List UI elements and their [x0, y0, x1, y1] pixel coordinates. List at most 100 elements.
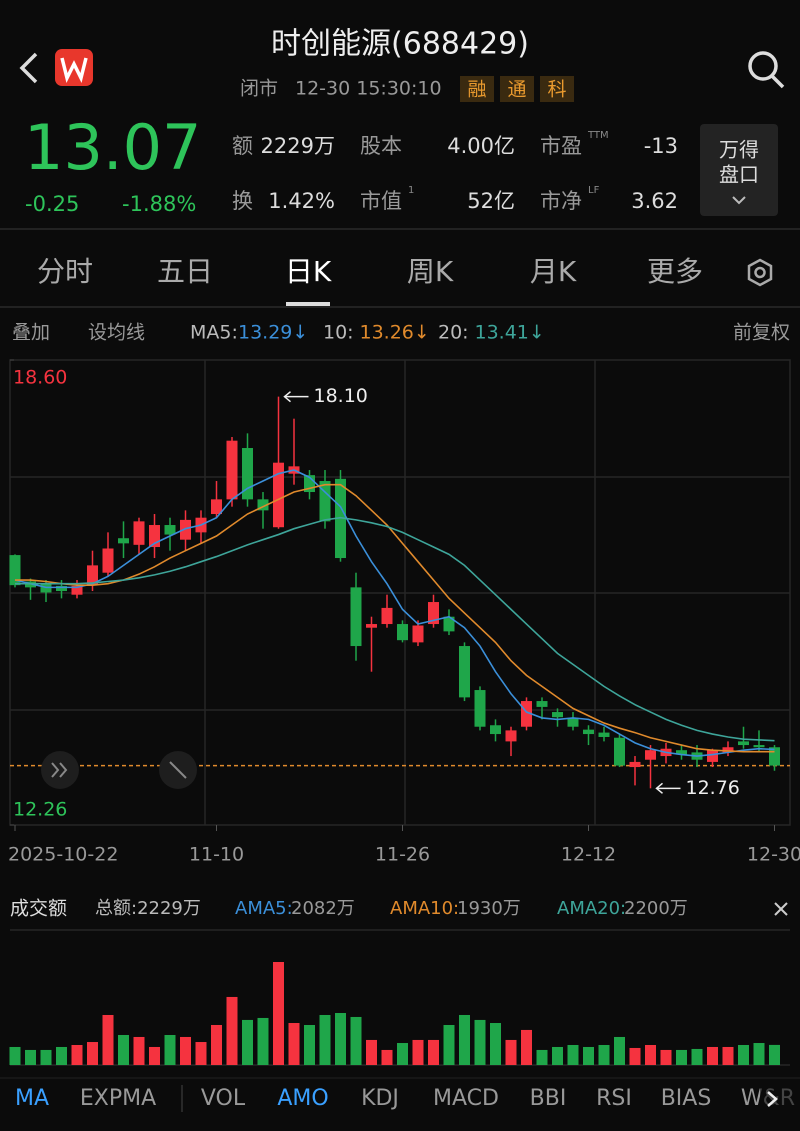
- volume-bar: [691, 1048, 703, 1065]
- volume-bar: [195, 1042, 207, 1065]
- period-tab[interactable]: 日K: [285, 255, 332, 288]
- volume-bar: [350, 1016, 362, 1065]
- adjust-mode[interactable]: 前复权: [733, 322, 790, 344]
- indicator-tab[interactable]: AMO: [277, 1086, 328, 1111]
- icon: [774, 902, 788, 916]
- volume-bar: [660, 1049, 672, 1065]
- stat-label: 市净: [540, 189, 582, 213]
- indicator-tab[interactable]: KDJ: [361, 1086, 399, 1111]
- toolbar-button[interactable]: 叠加: [12, 322, 50, 344]
- candle-body: [536, 701, 548, 707]
- price-change: -0.25: [25, 192, 79, 216]
- annotation: 18.10: [314, 385, 368, 407]
- ama-name: AMA10:: [390, 898, 459, 919]
- chevron: [732, 196, 746, 205]
- period-tab[interactable]: 周K: [407, 255, 454, 288]
- stat-value: 52亿: [467, 189, 515, 213]
- candle-body: [397, 624, 408, 641]
- candle-body: [273, 462, 284, 528]
- volume-bar: [567, 1044, 579, 1065]
- candle-body: [87, 565, 98, 586]
- tag-bg: [460, 76, 494, 102]
- period-tab[interactable]: 五日: [157, 255, 213, 288]
- volume-bar: [288, 1023, 300, 1065]
- period-tab[interactable]: 月K: [530, 255, 577, 288]
- stat-value: -13: [644, 134, 678, 158]
- x-tick-label: 11-26: [375, 844, 430, 866]
- candle-body: [149, 525, 160, 548]
- market-status: 闭市: [240, 78, 278, 100]
- stat-label-sup: 1: [408, 185, 414, 196]
- volume-bar: [242, 1019, 253, 1065]
- settings-icon[interactable]: [747, 258, 773, 287]
- stock-icon-glyph: [60, 57, 88, 84]
- candle-body: [552, 712, 563, 718]
- volume-bar: [397, 1043, 408, 1065]
- volume-bar: [443, 1024, 455, 1065]
- volume-title: 成交额: [10, 898, 67, 920]
- indicator-tab[interactable]: MACD: [433, 1086, 499, 1111]
- expand-left-button[interactable]: [41, 751, 79, 789]
- search-handle: [770, 74, 785, 89]
- ma-line: [14, 469, 775, 757]
- indicator-tab[interactable]: EXPMA: [80, 1086, 156, 1111]
- stat-label-sup: TTM: [587, 130, 609, 141]
- indicator-tab[interactable]: BIAS: [661, 1086, 712, 1111]
- stat-value: 3.62: [631, 189, 678, 213]
- panel-button[interactable]: [700, 124, 778, 216]
- stat-label-sup: LF: [588, 185, 600, 196]
- tag-bg: [500, 76, 534, 102]
- candle-body: [164, 525, 176, 535]
- candle-body: [319, 481, 331, 522]
- ama-value: 1930万: [457, 898, 521, 919]
- close-button[interactable]: [774, 902, 788, 916]
- volume-total: 总额:2229万: [95, 898, 201, 919]
- tab-underline: [286, 302, 330, 306]
- tag-bg: [540, 76, 574, 102]
- volume-bar: [211, 1024, 222, 1065]
- period-tab[interactable]: 更多: [647, 255, 703, 288]
- toolbar-button[interactable]: 设均线: [88, 322, 145, 344]
- candle-body: [614, 737, 625, 766]
- stat-label: 额: [232, 134, 253, 158]
- stat-value: 2229万: [261, 134, 335, 158]
- ama-value: 2082万: [291, 898, 355, 919]
- indicator-tab[interactable]: VOL: [201, 1086, 246, 1111]
- search-button[interactable]: [748, 51, 778, 81]
- annotation-arrowhead: [655, 782, 663, 794]
- ama-name: AMA20:: [557, 898, 626, 919]
- candle-body: [9, 555, 21, 586]
- period-tab[interactable]: 分时: [37, 255, 93, 288]
- indicator-tab[interactable]: BBI: [530, 1086, 567, 1111]
- kline-chart: 18.60 12.26 2025-10-22 11-10 11-26 12-12 12-30…: [8, 359, 800, 866]
- back-button[interactable]: [19, 52, 38, 84]
- volume-bar: [707, 1046, 718, 1065]
- scroll-right[interactable]: [767, 1091, 778, 1107]
- candle-body: [769, 747, 780, 766]
- volume-bar: [118, 1034, 129, 1065]
- indicator-tab[interactable]: MA: [15, 1086, 49, 1111]
- stat-label: 市盈: [540, 134, 582, 158]
- volume-bar: [536, 1049, 548, 1065]
- candle-body: [490, 725, 501, 735]
- candle-body: [133, 521, 145, 545]
- volume-bar: [257, 1017, 269, 1065]
- stat-label: 股本: [360, 134, 402, 158]
- volume-bar: [753, 1043, 765, 1065]
- volume-bar: [9, 1046, 21, 1065]
- indicator-tab[interactable]: RSI: [596, 1086, 632, 1111]
- candle-body: [242, 448, 253, 500]
- volume-bar: [366, 1039, 377, 1065]
- ama-name: AMA5:: [235, 898, 293, 919]
- volume-bar: [552, 1046, 563, 1065]
- volume-bar: [598, 1044, 610, 1065]
- volume-bar: [102, 1014, 114, 1065]
- y-tick-label: 12.26: [13, 799, 67, 821]
- candle-body: [676, 750, 687, 755]
- price-change-pct: -1.88%: [122, 192, 196, 216]
- volume-bar: [319, 1014, 331, 1065]
- volume-bar: [164, 1034, 176, 1065]
- candle-body: [707, 750, 718, 762]
- x-tick-label: 12-12: [561, 844, 616, 866]
- ma-line: [15, 516, 775, 742]
